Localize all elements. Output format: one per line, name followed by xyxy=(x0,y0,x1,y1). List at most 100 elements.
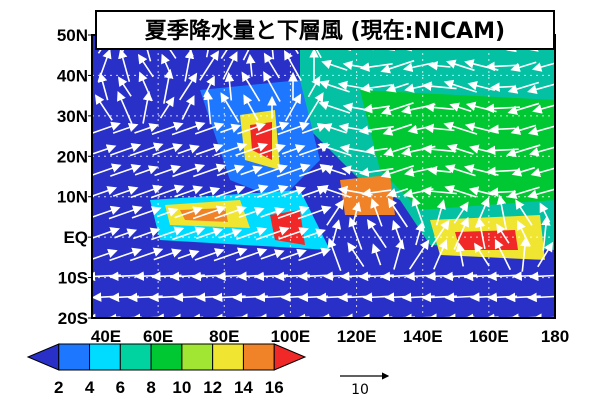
wind-arrow xyxy=(327,237,342,271)
wind-arrow xyxy=(424,102,455,113)
wind-arrow xyxy=(256,184,289,199)
colorbar-label: 8 xyxy=(146,378,155,397)
wind-arrow xyxy=(92,144,117,155)
wind-arrow xyxy=(174,185,204,198)
wind-arrow xyxy=(430,219,450,248)
wind-arrow xyxy=(203,90,213,125)
longitude-label: 180 xyxy=(541,327,569,346)
wind-arrow xyxy=(284,93,302,122)
wind-arrow xyxy=(92,163,122,177)
wind-arrow xyxy=(213,247,248,262)
wind-arrow xyxy=(444,164,476,177)
wind-arrow xyxy=(245,53,256,77)
wind-arrow xyxy=(110,142,142,156)
title-box xyxy=(95,10,555,50)
wind-arrow xyxy=(134,123,160,134)
wind-arrow xyxy=(94,94,113,121)
wind-arrow xyxy=(348,216,363,250)
wind-arrow xyxy=(393,238,405,270)
wind-arrow xyxy=(114,228,138,239)
reference-label: 10 xyxy=(351,382,369,398)
wind-arrow xyxy=(366,218,387,249)
wind-arrow xyxy=(118,48,131,82)
wind-arrow xyxy=(159,96,175,119)
longitude-label: 120E xyxy=(337,327,377,346)
wind-arrow xyxy=(527,125,555,136)
wind-arrow xyxy=(361,188,392,198)
wind-arrow xyxy=(307,75,321,98)
wind-arrow xyxy=(382,123,413,136)
colorbar-cell xyxy=(26,343,60,371)
latitude-label: 10N xyxy=(57,188,88,207)
wind-arrow xyxy=(255,121,290,136)
wind-arrow xyxy=(278,227,309,240)
wind-arrow xyxy=(494,238,512,271)
wind-arrow xyxy=(220,92,240,123)
wind-arrow xyxy=(234,184,269,199)
wind-arrow xyxy=(194,248,225,261)
wind-arrow xyxy=(435,199,446,226)
wind-arrow xyxy=(142,90,153,124)
wind-arrow xyxy=(199,50,220,81)
wind-arrow xyxy=(255,226,290,241)
wind-arrow xyxy=(163,68,174,104)
wind-arrow xyxy=(177,144,200,155)
wind-arrow xyxy=(281,186,306,197)
wind-arrow xyxy=(326,199,345,226)
colorbar-label: 6 xyxy=(116,378,125,397)
latitude-label: 10S xyxy=(58,269,88,288)
colorbar-cell xyxy=(150,343,183,371)
wind-arrow xyxy=(151,226,185,241)
wind-arrow xyxy=(171,121,206,136)
wind-arrow xyxy=(259,143,286,156)
wind-arrow xyxy=(383,144,412,157)
wind-arrow xyxy=(92,186,118,197)
latitude-label: 30N xyxy=(57,107,88,126)
wind-arrow xyxy=(219,228,243,239)
wind-arrow xyxy=(179,72,198,101)
wind-arrow xyxy=(97,72,109,101)
wind-arrow xyxy=(92,205,121,219)
longitude-label: 40E xyxy=(91,327,121,346)
wind-arrow xyxy=(194,122,225,135)
wind-arrow xyxy=(153,248,182,261)
wind-arrow xyxy=(235,142,269,157)
wind-arrow xyxy=(408,239,430,270)
wind-arrow xyxy=(132,227,161,240)
wind-arrow xyxy=(174,206,203,219)
wind-arrow xyxy=(192,205,227,220)
wind-arrow xyxy=(112,185,139,197)
colorbar-label: 12 xyxy=(203,378,222,397)
wind-arrow xyxy=(110,163,142,177)
latitude-label: 40N xyxy=(57,66,88,85)
latitude-label: EQ xyxy=(63,228,88,247)
colorbar-label: 4 xyxy=(85,378,95,397)
wind-arrow xyxy=(284,49,302,82)
wind-arrow xyxy=(455,242,466,267)
colorbar-label: 14 xyxy=(234,378,253,397)
longitude-label: 60E xyxy=(143,327,173,346)
wind-arrow xyxy=(156,207,179,218)
longitude-label: 100E xyxy=(271,327,311,346)
wind-arrow xyxy=(443,121,478,135)
wind-arrow xyxy=(213,142,248,157)
wind-arrow xyxy=(260,249,285,260)
colorbar-label: 16 xyxy=(265,378,284,397)
rain-area xyxy=(340,175,395,215)
wind-arrow xyxy=(151,121,184,136)
wind-arrow xyxy=(277,205,310,219)
longitude-label: 160E xyxy=(469,327,509,346)
wind-arrow xyxy=(415,221,425,246)
wind-arrow xyxy=(506,144,541,158)
wind-arrow xyxy=(318,80,350,93)
wind-arrow xyxy=(134,165,159,176)
wind-arrow xyxy=(196,227,224,240)
wind-arrow xyxy=(515,199,533,226)
wind-arrow xyxy=(257,164,288,177)
wind-arrow xyxy=(496,223,510,244)
wind-arrow xyxy=(277,121,310,136)
wind-arrow xyxy=(152,143,183,156)
graticule xyxy=(92,35,555,318)
colorbar-cell xyxy=(181,343,214,371)
wind-arrow xyxy=(527,83,555,95)
